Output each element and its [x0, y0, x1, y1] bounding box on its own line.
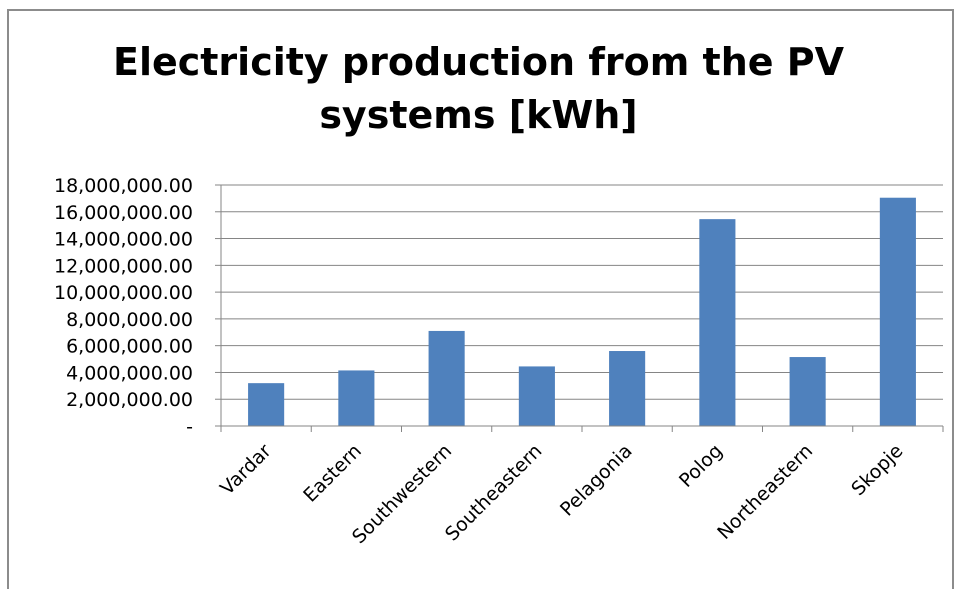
- bar-pelagonia: [609, 351, 646, 426]
- bar-skopje: [879, 197, 916, 426]
- bar-eastern: [338, 370, 375, 426]
- category-label: Polog: [675, 440, 727, 492]
- y-tick-label: 18,000,000.00: [54, 175, 193, 197]
- chart-title: Electricity production from the PV syste…: [0, 36, 957, 142]
- y-tick-label: 12,000,000.00: [54, 255, 193, 277]
- y-tick-label: 8,000,000.00: [66, 309, 193, 331]
- chart-title-line-1: Electricity production from the PV: [112, 40, 845, 84]
- axes: [220, 185, 944, 432]
- y-tick-label: 4,000,000.00: [66, 362, 193, 384]
- category-label: Vardar: [216, 440, 276, 500]
- category-label: Northeastern: [713, 440, 817, 544]
- y-tick-label: 16,000,000.00: [54, 202, 193, 224]
- bar-northeastern: [789, 357, 826, 426]
- bar-southwestern: [428, 330, 465, 426]
- y-tick-labels: - 2,000,000.00 4,000,000.00 6,000,000.00 8,0…: [54, 175, 193, 438]
- bar-polog: [699, 219, 736, 426]
- y-tick-label: 6,000,000.00: [66, 336, 193, 358]
- category-label: Pelagonia: [556, 440, 637, 521]
- bar-southeastern: [518, 366, 555, 426]
- y-tick-label: -: [186, 416, 193, 438]
- y-tick-label: 10,000,000.00: [54, 282, 193, 304]
- y-tick-label: 2,000,000.00: [66, 389, 193, 411]
- bar-vardar: [248, 383, 285, 426]
- category-label: Eastern: [299, 440, 366, 507]
- bars: [248, 197, 916, 426]
- category-label: Skopje: [847, 440, 907, 500]
- gridlines: [215, 184, 943, 427]
- chart-frame: [7, 9, 954, 589]
- category-label: Southeastern: [441, 440, 546, 545]
- chart-title-line-2: systems [kWh]: [319, 93, 638, 137]
- y-tick-label: 14,000,000.00: [54, 229, 193, 251]
